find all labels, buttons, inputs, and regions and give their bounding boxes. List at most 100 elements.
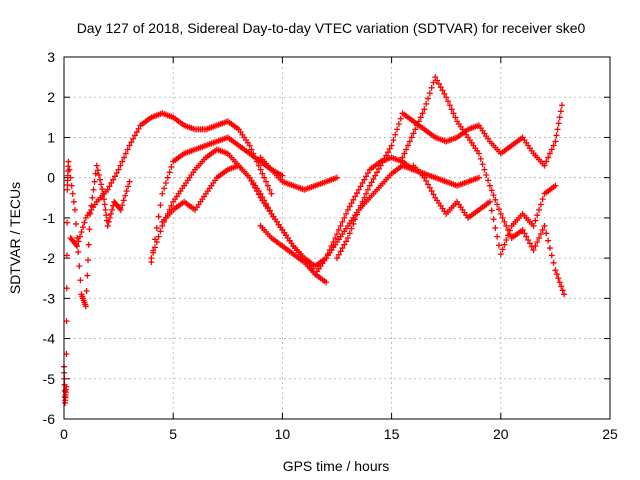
data-point-interp: [397, 115, 404, 122]
data-point-interp: [553, 132, 560, 139]
data-point-interp: [122, 192, 129, 199]
data-point: [257, 190, 264, 197]
data-point-interp: [364, 169, 371, 176]
data-point-interp: [379, 159, 386, 166]
data-point-interp: [116, 205, 123, 212]
y-tick-label: 2: [47, 89, 55, 105]
data-point-interp: [545, 154, 552, 161]
data-point-interp: [117, 162, 124, 169]
data-point-interp: [390, 137, 397, 144]
data-point-interp: [61, 387, 68, 394]
data-point-interp: [439, 87, 446, 94]
data-point-interp: [370, 176, 377, 183]
data-point-interp: [75, 238, 82, 245]
data-point: [530, 247, 537, 254]
data-point: [475, 174, 482, 181]
data-point-interp: [261, 197, 268, 204]
data-point-interp: [73, 220, 80, 227]
data-point-interp: [153, 224, 160, 231]
data-point-interp: [495, 242, 502, 249]
data-point-interp: [361, 176, 368, 183]
data-point-interp: [483, 171, 490, 178]
data-point-interp: [556, 114, 563, 121]
data-point-interp: [335, 251, 342, 258]
data-point: [104, 222, 111, 229]
data-point-interp: [337, 222, 344, 229]
data-point-interp: [499, 214, 506, 221]
data-point-interp: [479, 161, 486, 168]
data-point-interp: [537, 230, 544, 237]
data-point-interp: [426, 184, 433, 191]
data-point-interp: [248, 146, 255, 153]
data-point: [552, 182, 559, 189]
data-point-interp: [119, 158, 126, 165]
data-point-interp: [404, 142, 411, 149]
x-tick-label: 10: [275, 426, 291, 442]
x-axis-label: GPS time / hours: [283, 458, 390, 474]
data-point-interp: [70, 198, 77, 205]
data-point-interp: [101, 201, 108, 208]
data-point: [104, 186, 111, 193]
data-point-interp: [266, 186, 273, 193]
data-point-interp: [88, 202, 95, 209]
series-satellite-track-A: [67, 110, 275, 250]
data-point-interp: [266, 207, 273, 214]
data-point-interp: [341, 241, 348, 248]
data-point: [366, 182, 373, 189]
data-point: [82, 303, 89, 310]
data-point-interp: [131, 132, 138, 139]
data-point-interp: [255, 162, 262, 169]
data-point-interp: [153, 239, 160, 246]
data-point-interp: [536, 206, 543, 213]
x-tick-label: 0: [60, 426, 68, 442]
data-point-interp: [488, 207, 495, 214]
data-point-interp: [419, 110, 426, 117]
data-point-interp: [539, 196, 546, 203]
data-point-interp: [155, 233, 162, 240]
data-point: [334, 174, 340, 181]
data-point-interp: [357, 202, 364, 209]
data-point-interp: [120, 197, 127, 204]
series-satellite-track-I: [410, 162, 559, 258]
data-point-interp: [555, 120, 562, 127]
data-point-interp: [430, 79, 437, 86]
data-point-interp: [546, 150, 553, 157]
data-point-interp: [556, 279, 563, 286]
data-point-interp: [534, 239, 541, 246]
data-point-interp: [359, 198, 366, 205]
data-point-interp: [90, 186, 97, 193]
data-point-interp: [501, 241, 508, 248]
data-point: [377, 162, 384, 169]
data-point-interp: [539, 226, 546, 233]
data-point: [148, 255, 155, 262]
data-point-interp: [341, 214, 348, 221]
y-tick-label: -3: [43, 290, 56, 306]
data-point-interp: [81, 219, 88, 226]
data-point-interp: [452, 114, 459, 121]
data-point-interp: [499, 246, 506, 253]
data-point-interp: [434, 77, 441, 84]
series-satellite-track-F: [257, 154, 340, 193]
data-point-interp: [346, 230, 353, 237]
data-point-interp: [494, 233, 501, 240]
data-point-interp: [164, 174, 171, 181]
data-point-interp: [63, 318, 70, 325]
data-point-interp: [264, 204, 271, 211]
data-point-interp: [121, 154, 128, 161]
data-point-interp: [555, 275, 562, 282]
data-point-interp: [550, 259, 557, 266]
data-point-interp: [495, 206, 502, 213]
data-point-interp: [361, 194, 368, 201]
data-point-interp: [109, 206, 116, 213]
y-tick-label: 1: [47, 129, 55, 145]
data-point: [432, 74, 439, 81]
data-point-interp: [528, 243, 535, 250]
data-point-interp: [332, 235, 339, 241]
data-point-interp: [545, 237, 552, 244]
y-tick-label: -6: [43, 411, 56, 427]
data-point: [268, 190, 275, 197]
data-point: [126, 178, 133, 185]
series-satellite-track-E: [257, 162, 417, 278]
data-point-interp: [105, 218, 112, 225]
data-point-interp: [83, 287, 90, 294]
